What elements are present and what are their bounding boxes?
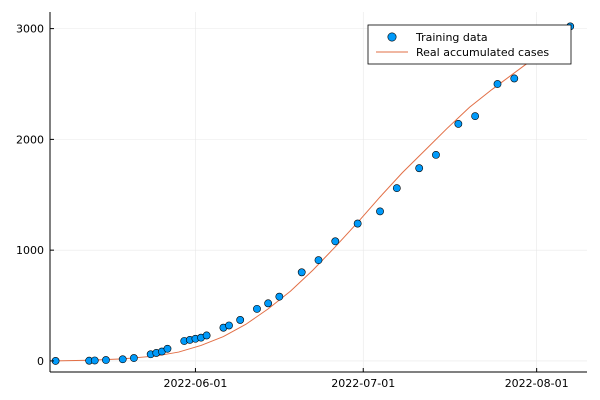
x-tick-label: 2022-08-01 <box>505 377 569 390</box>
data-point <box>331 237 340 246</box>
data-point <box>314 256 323 265</box>
data-point <box>264 299 273 308</box>
data-point <box>130 354 138 362</box>
legend: Training data Real accumulated cases <box>367 24 572 65</box>
x-tick-label: 2022-06-01 <box>163 377 227 390</box>
axes: 2022-06-01 2022-07-01 2022-08-01 0 1000 2000 3… <box>16 12 587 390</box>
data-point <box>471 112 480 121</box>
legend-box <box>367 24 572 65</box>
data-point <box>392 184 401 193</box>
data-point <box>253 304 261 313</box>
data-point <box>90 356 99 365</box>
data-point <box>236 316 245 324</box>
y-tick-label: 3000 <box>16 23 44 36</box>
data-point <box>454 119 463 128</box>
grid <box>50 12 587 372</box>
data-point <box>432 150 440 159</box>
plot-area <box>51 22 575 365</box>
data-point <box>415 164 424 173</box>
series-line-real-accumulated-cases <box>55 43 554 362</box>
data-point <box>118 355 127 364</box>
data-point <box>202 331 211 340</box>
data-point <box>376 207 384 216</box>
data-point <box>353 219 362 228</box>
data-point <box>275 292 284 301</box>
y-tick-label: 2000 <box>16 133 44 146</box>
legend-marker-training-data <box>387 32 397 42</box>
x-tick-label: 2022-07-01 <box>331 377 395 390</box>
data-point <box>102 356 110 364</box>
data-point <box>225 321 233 330</box>
y-tick-label: 1000 <box>16 244 44 257</box>
data-point <box>510 74 519 83</box>
data-point <box>163 344 172 353</box>
y-tick-label: 0 <box>37 355 44 368</box>
legend-label-training-data: Training data <box>415 31 488 44</box>
legend-label-real-accumulated-cases: Real accumulated cases <box>416 46 549 59</box>
data-point <box>297 268 306 277</box>
data-point <box>493 80 502 88</box>
